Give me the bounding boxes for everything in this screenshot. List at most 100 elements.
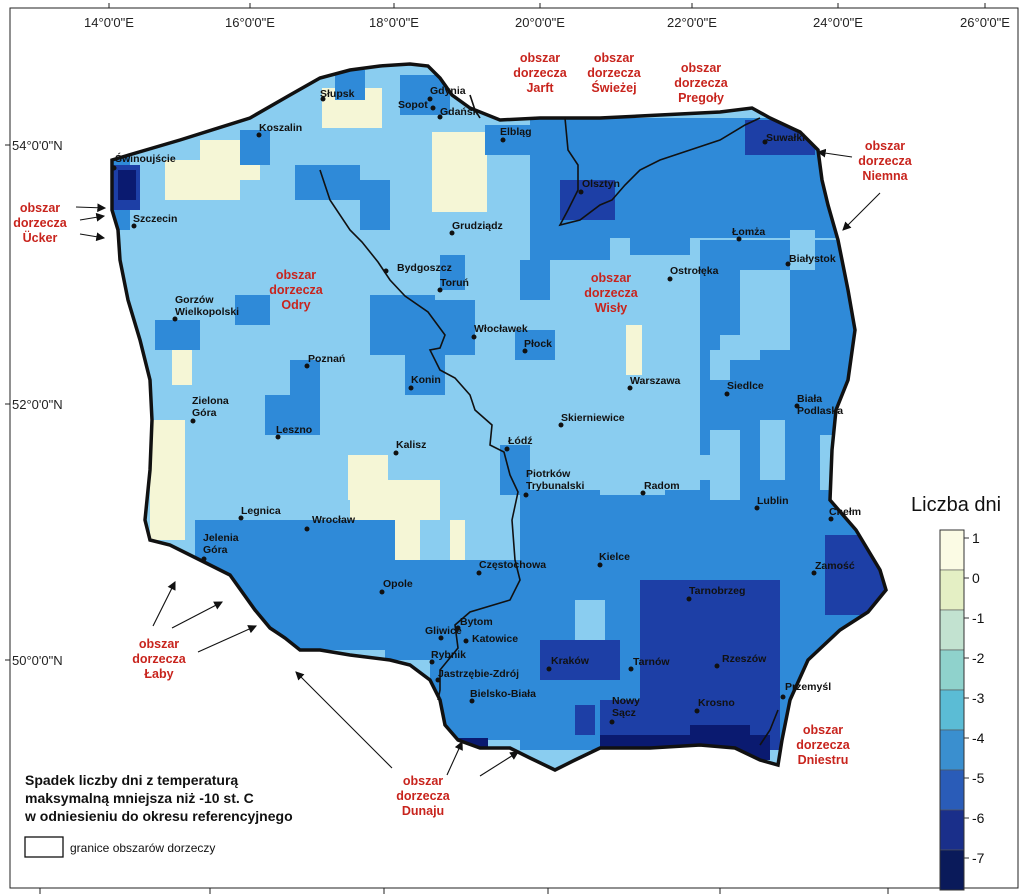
latitude-label-54n: 54°0'0"N <box>12 138 63 153</box>
svg-text:Grudziądz: Grudziądz <box>452 220 503 232</box>
legend: Liczba dni 1 0 -1 -2 -3 -4 -5 -6 -7 <box>911 494 1001 891</box>
svg-text:Włocławek: Włocławek <box>474 323 528 335</box>
legend-frame <box>939 529 965 891</box>
svg-text:Tarnów: Tarnów <box>633 656 670 668</box>
svg-text:Kalisz: Kalisz <box>396 439 426 451</box>
latitude-label-50n: 50°0'0"N <box>12 653 63 668</box>
city-bialystok: Białystok <box>785 253 836 267</box>
city-rybnik: Rybnik <box>429 649 466 665</box>
city-jelenia-gora: Jelenia Góra <box>201 532 239 562</box>
city-przemysl: Przemyśl <box>780 681 831 700</box>
city-radom: Radom <box>640 480 680 496</box>
city-grudziadz: Grudziądz <box>449 220 503 236</box>
legend-swatch <box>939 609 965 651</box>
city-layer: Świnoujście Szczecin Koszalin Słupsk Gdy… <box>111 85 861 725</box>
svg-text:Łomża: Łomża <box>732 226 765 238</box>
svg-text:Opole: Opole <box>383 578 413 590</box>
legend-tick-label: -6 <box>972 810 985 826</box>
legend-tick-label: -3 <box>972 690 985 706</box>
svg-text:Radom: Radom <box>644 480 680 492</box>
city-gdansk: Gdańsk <box>437 106 479 120</box>
svg-text:Kielce: Kielce <box>599 551 630 563</box>
basin-arrows <box>75 148 881 777</box>
svg-text:Gliwice: Gliwice <box>425 625 462 637</box>
city-siedlce: Siedlce <box>724 380 764 397</box>
svg-text:Lublin: Lublin <box>757 495 789 507</box>
svg-text:Rzeszów: Rzeszów <box>722 653 767 665</box>
basin-label-niemna: obszar dorzecza Niemna <box>858 139 913 183</box>
longitude-label-24e: 24°0'0"E <box>813 15 863 30</box>
city-legnica: Legnica <box>238 505 281 521</box>
city-bydgoszcz: Bydgoszcz <box>383 262 452 274</box>
svg-text:Koszalin: Koszalin <box>259 122 302 134</box>
city-gliwice: Gliwice <box>425 625 462 641</box>
city-katowice: Katowice <box>463 633 518 645</box>
svg-text:Konin: Konin <box>411 374 441 386</box>
basin-label-odry: obszar dorzecza Odry <box>269 268 324 312</box>
longitude-label-20e: 20°0'0"E <box>515 15 565 30</box>
boundary-legend-swatch <box>24 836 64 858</box>
city-swinoujscie: Świnoujście <box>111 152 176 171</box>
city-poznan: Poznań <box>304 353 345 369</box>
svg-text:Siedlce: Siedlce <box>727 380 764 392</box>
legend-tick-label: -4 <box>972 730 985 746</box>
city-sopot: Sopot <box>398 99 436 111</box>
city-rzeszow: Rzeszów <box>714 653 767 669</box>
city-biala-podlaska: Biała Podlaska <box>794 393 843 417</box>
svg-text:Chełm: Chełm <box>829 506 861 518</box>
svg-text:Ostrołęka: Ostrołęka <box>670 265 719 277</box>
svg-text:Elbląg: Elbląg <box>500 126 532 138</box>
city-szczecin: Szczecin <box>131 213 177 229</box>
svg-text:Zamość: Zamość <box>815 560 855 572</box>
city-gdynia: Gdynia <box>427 85 466 102</box>
svg-text:Krosno: Krosno <box>698 697 735 709</box>
svg-text:Poznań: Poznań <box>308 353 345 365</box>
legend-title: Liczba dni <box>911 494 1001 516</box>
svg-text:Warszawa: Warszawa <box>630 375 681 387</box>
svg-text:Sopot: Sopot <box>398 99 428 111</box>
city-bytom: Bytom <box>455 616 493 631</box>
longitude-label-16e: 16°0'0"E <box>225 15 275 30</box>
city-opole: Opole <box>379 578 413 595</box>
poland-raster <box>112 64 886 770</box>
legend-tick-label: -5 <box>972 770 985 786</box>
svg-text:Legnica: Legnica <box>241 505 281 517</box>
city-lublin: Lublin <box>754 495 789 511</box>
svg-text:Bytom: Bytom <box>460 616 493 628</box>
longitude-label-14e: 14°0'0"E <box>84 15 134 30</box>
longitude-label-22e: 22°0'0"E <box>667 15 717 30</box>
legend-swatch <box>939 569 965 611</box>
city-krosno: Krosno <box>694 697 735 714</box>
city-nowy-sacz: Nowy Sącz <box>609 695 640 725</box>
svg-text:Tarnobrzeg: Tarnobrzeg <box>689 585 745 597</box>
svg-text:Częstochowa: Częstochowa <box>479 559 546 571</box>
city-konin: Konin <box>408 374 441 391</box>
svg-text:Płock: Płock <box>524 338 552 350</box>
legend-tick-label: 0 <box>972 570 980 586</box>
city-jastrzebie: Jastrzębie-Zdrój <box>435 668 519 683</box>
city-lodz: Łódź <box>504 435 533 452</box>
city-wroclaw: Wrocław <box>304 514 356 532</box>
legend-tick-label: -1 <box>972 610 985 626</box>
svg-text:Leszno: Leszno <box>276 424 312 436</box>
svg-text:Gdańsk: Gdańsk <box>440 106 479 118</box>
city-kalisz: Kalisz <box>393 439 426 456</box>
legend-swatch <box>939 689 965 731</box>
caption-line-1: Spadek liczby dni z temperaturą <box>25 772 238 788</box>
city-olsztyn: Olsztyn <box>578 178 620 195</box>
latitude-label-52n: 52°0'0"N <box>12 397 63 412</box>
svg-text:Bydgoszcz: Bydgoszcz <box>397 262 452 274</box>
basin-label-pregoly: obszar dorzecza Pregoły <box>674 61 729 105</box>
caption-line-3: w odniesieniu do okresu referencyjnego <box>24 808 293 824</box>
city-czestochowa: Częstochowa <box>476 559 546 576</box>
svg-text:Skierniewice: Skierniewice <box>561 412 625 424</box>
basin-labels: obszar dorzecza Jarft obszar dorzecza Świeże… <box>13 51 913 818</box>
svg-text:Jastrzębie-Zdrój: Jastrzębie-Zdrój <box>438 668 519 680</box>
svg-text:Gdynia: Gdynia <box>430 85 466 97</box>
legend-ticks: 1 0 -1 -2 -3 -4 -5 -6 -7 <box>964 530 985 866</box>
legend-swatch <box>939 809 965 851</box>
